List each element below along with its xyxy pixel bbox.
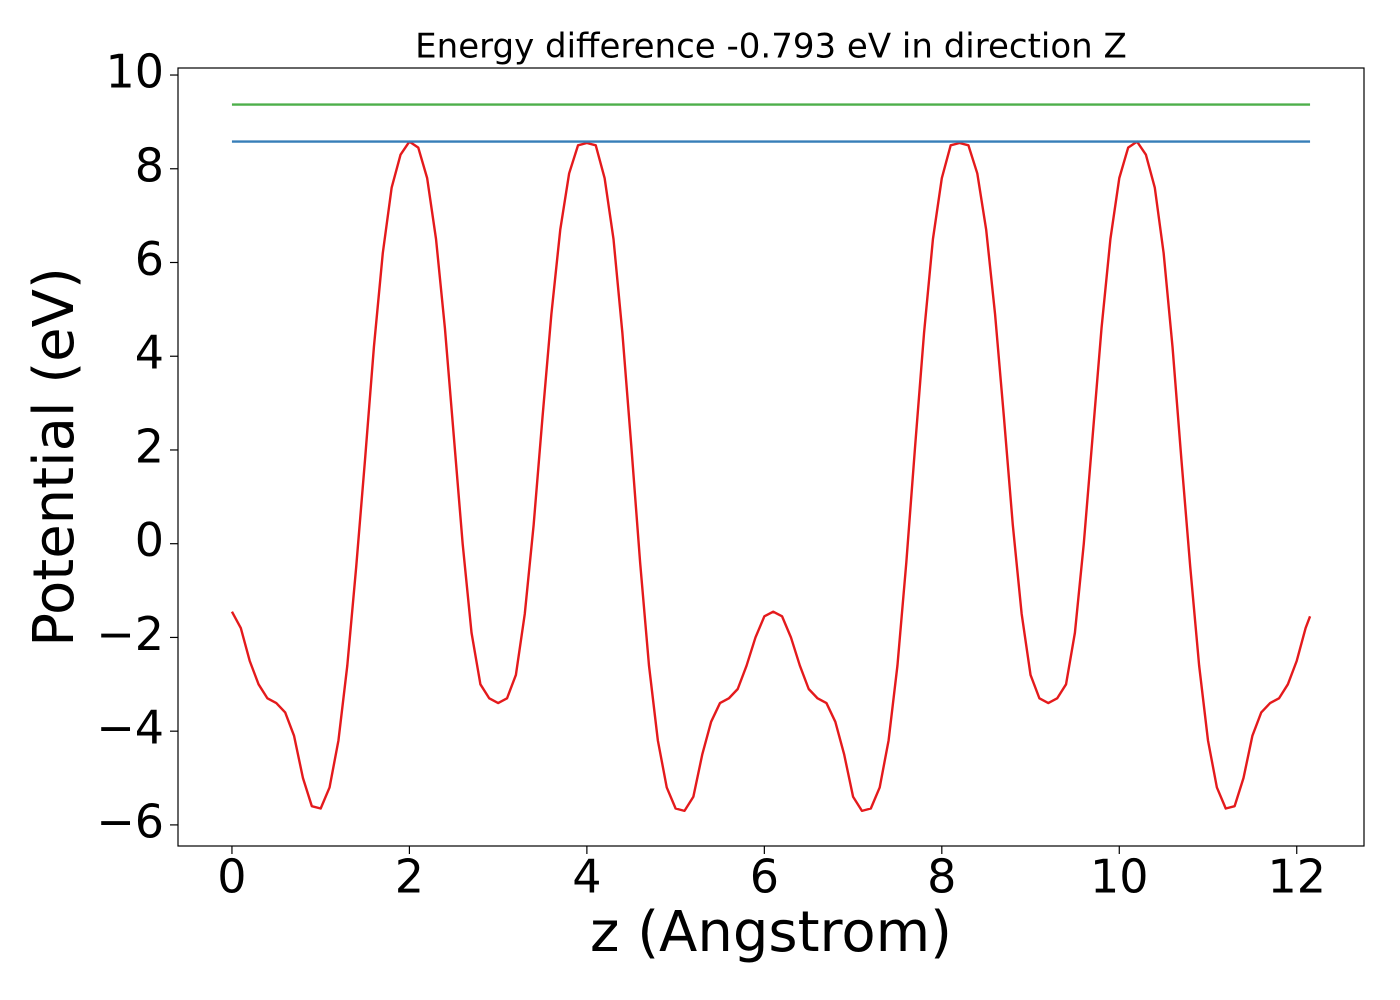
x-tick-label: 8 [927, 850, 956, 904]
x-tick-label: 6 [750, 850, 779, 904]
x-tick-label: 12 [1267, 850, 1326, 904]
x-tick-label: 2 [395, 850, 424, 904]
y-tick-label: 2 [135, 419, 164, 473]
x-tick-label: 10 [1090, 850, 1149, 904]
y-tick-label: 4 [135, 326, 164, 380]
x-tick-label: 4 [572, 850, 601, 904]
plot-frame [177, 67, 1365, 847]
x-tick-label: 0 [217, 850, 246, 904]
chart-title: Energy difference -0.793 eV in direction… [415, 27, 1127, 67]
line-series [230, 140, 1312, 813]
y-tick-label: −2 [96, 607, 164, 661]
y-tick-label: −4 [96, 701, 164, 755]
y-axis-label: Potential (eV) [22, 267, 87, 647]
y-tick-label: −6 [96, 794, 164, 848]
y-tick-label: 0 [135, 513, 164, 567]
y-tick-label: 10 [105, 45, 164, 99]
y-tick-label: 6 [135, 232, 164, 286]
y-tick-label: 8 [135, 138, 164, 192]
x-axis-label: z (Angstrom) [590, 900, 952, 965]
